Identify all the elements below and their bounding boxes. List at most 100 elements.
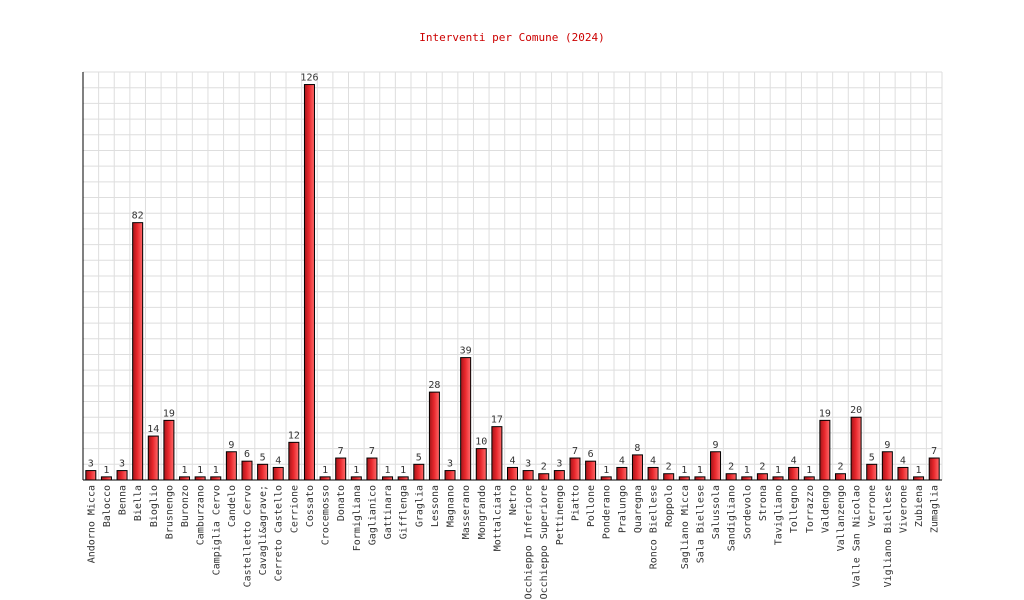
data-label: 2 [837, 462, 843, 473]
data-label: 1 [744, 465, 750, 476]
bar [85, 470, 97, 481]
bar [241, 460, 253, 481]
data-label: 3 [88, 459, 94, 470]
x-tick-label: Cerreto Castello [274, 485, 285, 581]
data-label: 1 [775, 465, 781, 476]
bar [585, 460, 597, 481]
x-tick-label: Mongrando [477, 485, 488, 539]
data-label: 20 [850, 405, 862, 416]
x-tick-label: Vigliano Biellese [883, 485, 894, 587]
bar [116, 470, 128, 481]
x-tick-label: Quaregna [633, 485, 644, 533]
bars-layer [85, 84, 940, 481]
data-label: 126 [300, 73, 318, 84]
bar [710, 451, 722, 481]
bar [850, 416, 862, 481]
data-label: 3 [447, 459, 453, 470]
data-label: 82 [132, 211, 144, 222]
data-label: 5 [869, 452, 875, 463]
x-tick-label: Valle San Nicolao [852, 485, 863, 587]
x-tick-label: Cerrione [289, 485, 300, 533]
x-tick-label: Cavagli&agrave; [258, 485, 269, 575]
x-tick-label: Bioglio [149, 485, 160, 527]
bar [491, 426, 503, 481]
x-tick-label: Lessona [430, 485, 441, 527]
x-tick-label: Ponderano [602, 485, 613, 539]
x-tick-label: Roppolo [664, 485, 675, 527]
x-tick-label: Vallanzengo [836, 485, 847, 551]
bar [413, 463, 425, 481]
data-label: 4 [509, 455, 515, 466]
x-tick-label: Piatto [570, 485, 581, 521]
data-label: 1 [916, 465, 922, 476]
x-tick-label: Tavigliano [774, 485, 785, 545]
bar [507, 466, 518, 481]
bar [132, 222, 144, 481]
x-tick-label: Valdengo [820, 485, 831, 533]
data-label: 9 [228, 440, 234, 451]
bar [225, 451, 237, 481]
chart-title: Interventi per Comune (2024) [419, 31, 604, 44]
bar [288, 441, 300, 481]
bar [428, 391, 440, 481]
x-tick-label: Formigliana [352, 485, 363, 551]
bar [569, 457, 581, 481]
data-label: 4 [275, 455, 281, 466]
bar [631, 454, 643, 481]
data-label: 19 [163, 408, 175, 419]
x-tick-label: Netro [508, 485, 519, 515]
data-label: 4 [619, 455, 625, 466]
bar [616, 466, 628, 481]
x-tick-label: Benna [118, 485, 129, 515]
data-label: 3 [556, 459, 562, 470]
data-label: 4 [791, 455, 797, 466]
bar [663, 473, 675, 481]
data-label: 2 [759, 462, 765, 473]
data-label: 1 [103, 465, 109, 476]
data-label: 2 [541, 462, 547, 473]
data-label: 1 [400, 465, 406, 476]
x-tick-label: Gifflenga [399, 485, 410, 539]
x-tick-label: Castelletto Cervo [242, 485, 253, 587]
data-label: 28 [428, 380, 440, 391]
data-label: 3 [119, 459, 125, 470]
bar [444, 470, 456, 481]
data-label: 1 [197, 465, 203, 476]
data-label: 7 [369, 446, 375, 457]
x-tick-label: Zumaglia [930, 485, 941, 533]
data-label: 39 [460, 346, 472, 357]
bar [460, 357, 472, 481]
data-label: 9 [713, 440, 719, 451]
x-tick-label: Pettinengo [555, 485, 566, 545]
x-tick-label: Masserano [461, 485, 472, 539]
bar [928, 457, 940, 481]
bar [303, 84, 315, 481]
data-label: 19 [819, 408, 831, 419]
x-tick-labels-layer: Andorno Micca Balocco Benna Biella Bioglio Br… [86, 485, 940, 599]
x-tick-label: Brusnengo [164, 485, 175, 539]
bar [725, 473, 737, 481]
data-label: 6 [244, 449, 250, 460]
bar [756, 473, 768, 481]
data-label: 5 [260, 452, 266, 463]
data-label: 1 [603, 465, 609, 476]
x-tick-label: Mottalciata [492, 485, 503, 551]
data-label: 8 [634, 443, 640, 454]
bar [881, 451, 893, 481]
x-tick-label: Magnano [446, 485, 457, 527]
x-tick-label: Biella [133, 485, 144, 521]
data-label: 2 [666, 462, 672, 473]
data-label: 1 [213, 465, 219, 476]
data-label: 14 [147, 424, 159, 435]
bar [335, 457, 347, 481]
bar [647, 466, 659, 481]
bar [866, 463, 878, 481]
data-label: 1 [681, 465, 687, 476]
data-label: 5 [416, 452, 422, 463]
x-tick-label: Sordevolo [742, 485, 753, 539]
x-tick-label: Gattinara [383, 485, 394, 539]
x-tick-label: Gaglianico [367, 485, 378, 545]
bar [163, 419, 175, 481]
